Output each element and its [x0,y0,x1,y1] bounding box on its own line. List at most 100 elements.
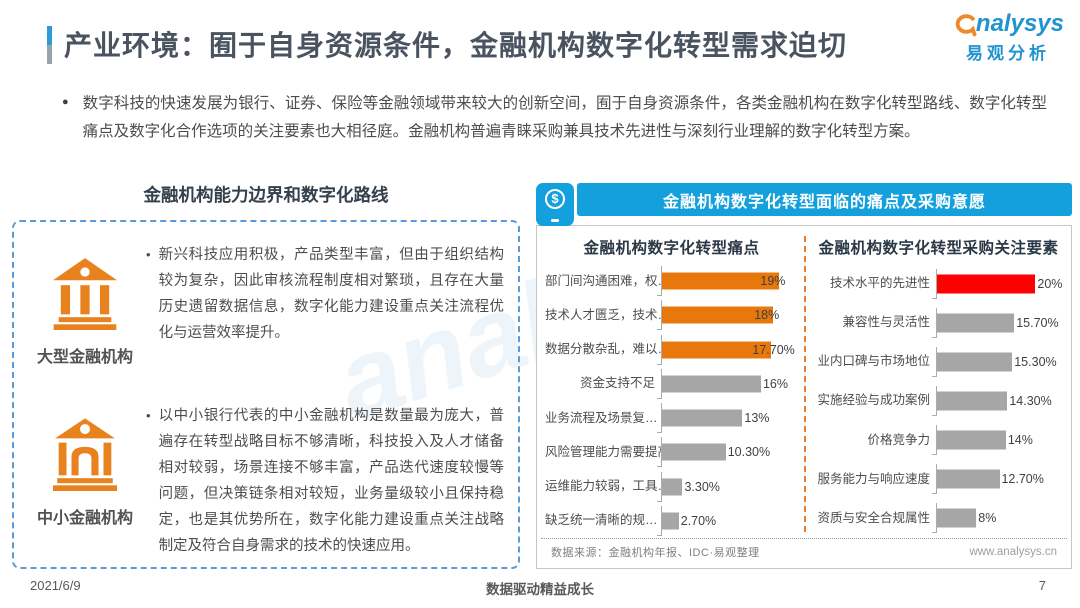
bar-row: 技术水平的先进性 20% [812,268,1065,299]
bar-row: 服务能力与响应速度 12.70% [812,464,1065,495]
bar [937,274,1036,294]
value-label: 16% [762,376,788,391]
bar-row: 风险管理能力需要提高 10.30% [545,437,798,468]
bar-row: 技术人才匮乏，技术… 18% [545,300,798,331]
logo-brand-cn: 易观分析 [965,44,1050,63]
bullet-dot-icon: • [146,408,151,423]
institution-label: 大型金融机构 [36,349,133,366]
bank-small-icon [52,418,118,491]
charts-panel: 金融机构数字化转型痛点 部门间沟通困难，权… 19% 技术人才匮乏，技术… 18% 数据… [536,225,1072,569]
bar [662,341,772,359]
bar-row: 业务流程及场景复… 13% [545,403,798,434]
pain-points-chart: 金融机构数字化转型痛点 部门间沟通困难，权… 19% 技术人才匮乏，技术… 18% 数据… [537,234,804,538]
institution-row-large: 大型金融机构 • 新兴科技应用积极，产品类型丰富，但由于组织结构较为复杂，因此审… [14,222,518,367]
bar-track: 14.30% [932,385,1065,416]
footer-date: 2021/6/9 [30,578,81,593]
bar-row: 业内口碑与市场地位 15.30% [812,346,1065,377]
institution-row-small: 中小金融机构 • 以中小银行代表的中小金融机构是数量最为庞大，普遍存在转型战略目… [14,383,518,559]
institution-label: 中小金融机构 [36,510,133,527]
charts-divider [804,236,806,532]
category-label: 技术人才匮乏，技术… [545,307,661,322]
category-label: 资金支持不足 [579,376,655,391]
analysys-logo: nalysys 易观分析 [952,10,1064,64]
bar-row: 实施经验与成功案例 14.30% [812,385,1065,416]
bullet-dot-icon: • [146,247,151,262]
category-label: 价格竞争力 [867,432,930,447]
bar [937,352,1013,372]
intro-text: 数字科技的快速发展为银行、证券、保险等金融领域带来较大的创新空间，囿于自身资源条… [82,95,1047,140]
category-label: 资质与安全合规属性 [817,510,930,525]
intro-paragraph: ● 数字科技的快速发展为银行、证券、保险等金融领域带来较大的创新空间，囿于自身资… [62,90,1047,146]
category-label: 数据分散杂乱，难以… [545,342,661,357]
bar-track: 8% [932,503,1065,534]
left-panel-box: 大型金融机构 • 新兴科技应用积极，产品类型丰富，但由于组织结构较为复杂，因此审… [12,220,520,569]
bank-large-icon [52,258,118,330]
value-label: 15.30% [1014,354,1057,369]
bar-track: 14% [932,425,1065,456]
value-label: 10.30% [727,445,771,460]
category-label: 部门间沟通困难，权… [545,273,661,288]
bar-row: 价格竞争力 14% [812,425,1065,456]
value-label: 20% [1037,276,1063,291]
category-label: 实施经验与成功案例 [817,393,930,408]
chart-footer: 数据来源：金融机构年报、IDC·易观整理 www.analysys.cn [541,538,1067,564]
bar-track: 10.30% [657,437,798,468]
data-source-note: 数据来源：金融机构年报、IDC·易观整理 [551,546,760,559]
chart-title: 金融机构数字化转型采购关注要素 [818,240,1059,257]
value-label: 8% [978,511,997,526]
bar-row: 部门间沟通困难，权… 19% [545,266,798,297]
chart-title: 金融机构数字化转型痛点 [583,240,760,257]
value-label: 13% [744,411,770,426]
logo-brand-text: nalysys [975,10,1064,37]
purchase-focus-chart: 金融机构数字化转型采购关注要素 技术水平的先进性 20% 兼容性与灵活性 15.70%… [804,234,1071,538]
bar-track: 15.30% [932,346,1065,377]
bar-row: 资金支持不足 16% [545,368,798,399]
category-label: 缺乏统一清晰的规… [545,513,658,528]
bar-track: 12.70% [932,464,1065,495]
bar [937,469,1000,489]
footer-slogan: 数据驱动精益成长 [486,582,594,597]
bar-row: 缺乏统一清晰的规… 2.70% [545,505,798,536]
chart-rows: 部门间沟通困难，权… 19% 技术人才匮乏，技术… 18% 数据分散杂乱，难以… 17.7… [545,264,798,538]
page-title: 产业环境：囿于自身资源条件，金融机构数字化转型需求迫切 [64,30,848,61]
institution-description: 以中小银行代表的中小金融机构是数量最为庞大，普遍存在转型战略目标不够清晰，科技投… [158,408,504,554]
value-label: 3.30% [684,479,720,494]
value-label: 18% [754,308,780,323]
category-label: 服务能力与响应速度 [817,471,930,486]
bar [662,478,683,496]
left-panel-heading: 金融机构能力边界和数字化路线 [143,185,389,205]
page-footer: 2021/6/9 数据驱动精益成长 7 [0,578,1080,600]
bar [937,508,977,528]
category-label: 业务流程及场景复… [545,410,658,425]
category-label: 业内口碑与市场地位 [817,354,930,369]
bar [662,272,780,290]
bar [937,391,1008,411]
bar-row: 兼容性与灵活性 15.70% [812,307,1065,338]
bar-track: 20% [932,268,1065,299]
bar-row: 资质与安全合规属性 8% [812,503,1065,534]
bar-track: 19% [657,266,798,297]
value-label: 19% [760,274,786,289]
institution-description: 新兴科技应用积极，产品类型丰富，但由于组织结构较为复杂，因此审核流程制度相对繁琐… [158,247,504,341]
bar-track: 15.70% [932,307,1065,338]
bar [662,375,761,393]
value-label: 2.70% [680,513,717,528]
value-label: 14% [1007,433,1033,448]
right-panel-title: 金融机构数字化转型面临的痛点及采购意愿 [577,183,1072,216]
bar-row: 运维能力较弱，工具… 3.30% [545,471,798,502]
bar-track: 18% [657,300,798,331]
analysys-swirl-icon [955,14,977,37]
website-url: www.analysys.cn [969,545,1057,558]
bar [662,443,726,461]
page-header: 产业环境：囿于自身资源条件，金融机构数字化转型需求迫切 [47,26,847,66]
bar-track: 2.70% [657,505,798,536]
bar [662,306,774,324]
value-label: 17.70% [752,342,795,357]
bar-track: 16% [657,368,798,399]
bar-track: 17.70% [657,334,798,365]
mobile-payment-icon: $ [536,183,574,226]
bar-row: 数据分散杂乱，难以… 17.70% [545,334,798,365]
bar [662,512,679,530]
bar-track: 13% [657,403,798,434]
title-accent-bar [47,26,52,64]
